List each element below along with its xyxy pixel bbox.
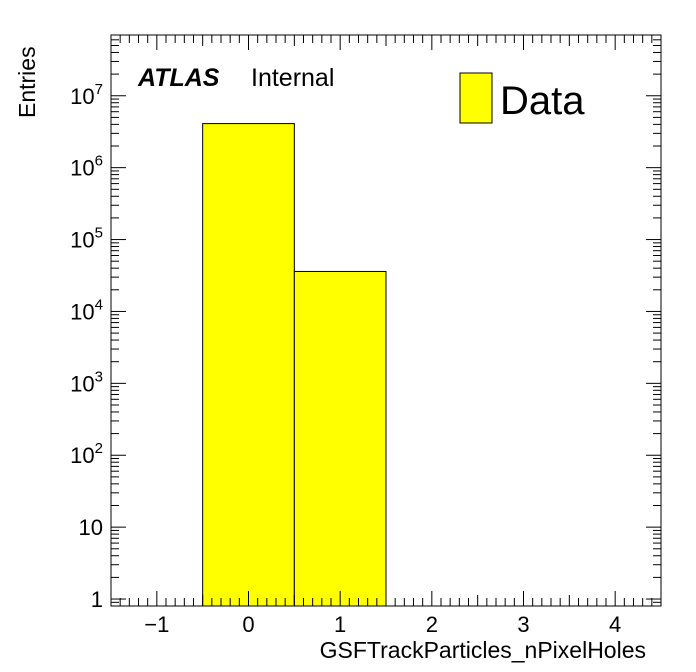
atlas-label: ATLAS [137,64,220,92]
y-tick-label: 105 [70,225,103,253]
y-tick-label: 102 [70,440,103,468]
legend-label-data: Data [500,79,585,123]
y-tick-label: 10 [79,515,103,540]
x-tick-label: −1 [144,612,169,637]
plot-frame [110,34,662,607]
x-tick-label: 1 [334,612,346,637]
x-tick-label: 0 [242,612,254,637]
internal-label: Internal [251,64,334,92]
x-axis-title: GSFTrackParticles_nPixelHoles [320,637,646,663]
tick-labels-layer: −1 0 1 2 3 4 1 10 102 103 104 105 106 107 [70,81,621,637]
histogram-bar [202,123,295,607]
histogram-bar [293,270,387,607]
legend-swatch [459,72,493,124]
y-tick-label: 106 [70,153,103,181]
x-tick-label: 3 [517,612,529,637]
y-tick-label: 107 [70,81,103,109]
x-tick-label: 4 [609,612,621,637]
y-tick-label: 1 [91,587,103,612]
y-tick-label: 104 [70,296,103,324]
y-axis-title: Entries [14,46,40,118]
bars-layer [202,123,387,607]
x-tick-label: 2 [426,612,438,637]
y-tick-label: 103 [70,368,103,396]
